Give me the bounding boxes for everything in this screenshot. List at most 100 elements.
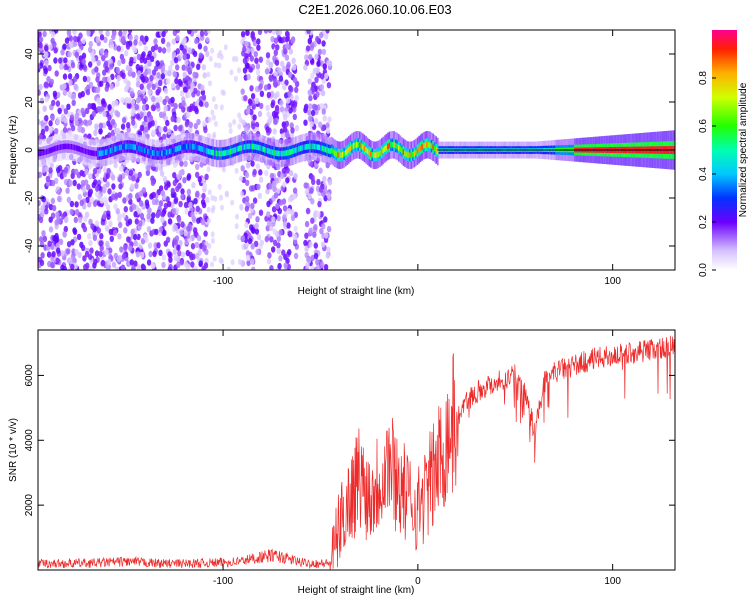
heatmap-noise-cell — [149, 55, 155, 62]
heatmap-noise-cell — [254, 97, 260, 105]
heatmap-band-core — [371, 151, 374, 158]
heatmap-noise-cell — [272, 75, 277, 83]
spectrogram-x-axis-label: Height of straight line (km) — [298, 286, 415, 297]
heatmap-noise-cell — [115, 80, 120, 88]
heatmap-noise-cell — [223, 44, 228, 51]
snr-marks — [38, 335, 675, 570]
heatmap-noise-cell — [310, 109, 316, 117]
snr-frame — [37, 329, 676, 571]
heatmap-noise-cell — [265, 104, 270, 112]
heatmap-band-core — [396, 143, 398, 150]
heatmap-band-core — [172, 147, 174, 154]
heatmap-noise-cell — [115, 208, 120, 215]
heatmap-noise-cell — [259, 90, 265, 98]
heatmap-noise-cell — [276, 215, 281, 222]
heatmap-band-core — [158, 150, 160, 157]
heatmap-noise-cell — [180, 188, 185, 195]
heatmap-noise-cell — [98, 240, 103, 247]
heatmap-noise-cell — [167, 218, 173, 225]
heatmap-noise-cell — [267, 220, 272, 227]
heatmap-noise-cell — [93, 129, 98, 136]
heatmap-band-core — [55, 145, 57, 152]
heatmap-noise-cell — [91, 104, 97, 111]
heatmap-band-core — [341, 151, 344, 158]
heatmap-noise-cell — [168, 65, 173, 72]
heatmap-noise-cell — [323, 216, 328, 223]
heatmap-noise-cell — [251, 266, 256, 270]
heatmap-band-core — [312, 143, 314, 150]
heatmap-noise-cell — [161, 47, 167, 54]
heatmap-noise-cell — [180, 221, 185, 228]
heatmap-noise-cell — [48, 127, 53, 134]
heatmap-band-core — [313, 143, 316, 150]
heatmap-noise-cell — [122, 197, 127, 204]
heatmap-band-core — [399, 146, 402, 152]
heatmap-noise-cell — [325, 252, 330, 259]
heatmap-noise-cell — [151, 198, 157, 206]
heatmap-noise-cell — [56, 166, 61, 174]
heatmap-noise-cell — [118, 30, 123, 37]
heatmap-noise-cell — [99, 48, 105, 55]
heatmap-noise-cell — [179, 44, 184, 51]
heatmap-band-core — [393, 142, 395, 148]
heatmap-noise-cell — [62, 73, 68, 80]
heatmap-noise-cell — [249, 108, 254, 116]
heatmap-noise-cell — [108, 228, 114, 236]
heatmap-noise-cell — [151, 95, 156, 103]
heatmap-band-core — [394, 142, 397, 149]
heatmap-noise-cell — [134, 104, 139, 111]
heatmap-noise-cell — [200, 218, 205, 226]
heatmap-band-core — [404, 150, 406, 157]
heatmap-noise-cell — [116, 45, 122, 52]
heatmap-noise-cell — [318, 167, 323, 174]
heatmap-noise-cell — [91, 56, 96, 63]
heatmap-noise-cell — [66, 241, 72, 248]
heatmap-band-core — [86, 149, 88, 155]
heatmap-noise-cell — [68, 41, 74, 49]
heatmap-noise-cell — [160, 190, 166, 197]
heatmap-noise-cell — [150, 217, 155, 224]
heatmap-noise-cell — [120, 97, 125, 104]
heatmap-noise-cell — [86, 30, 91, 37]
heatmap-noise-cell — [135, 113, 141, 120]
heatmap-noise-cell — [151, 83, 156, 91]
heatmap-band-core — [64, 143, 67, 150]
heatmap-noise-cell — [258, 209, 264, 216]
heatmap-noise-cell — [193, 105, 199, 113]
snr-x-ticks: -100 0 100 — [213, 330, 621, 587]
heatmap-noise-cell — [279, 106, 285, 113]
heatmap-noise-cell — [150, 45, 156, 53]
heatmap-noise-cell — [294, 95, 299, 102]
heatmap-noise-cell — [146, 83, 151, 90]
heatmap-noise-cell — [58, 238, 64, 246]
heatmap-noise-cell — [146, 164, 151, 172]
heatmap-noise-cell — [289, 122, 294, 129]
heatmap-noise-cell — [250, 202, 255, 210]
heatmap-band-core — [137, 145, 140, 152]
heatmap-band-core — [284, 150, 286, 157]
heatmap-noise-cell — [172, 179, 177, 187]
heatmap-noise-cell — [48, 43, 53, 51]
heatmap-noise-cell — [138, 220, 143, 227]
heatmap-noise-cell — [204, 173, 209, 180]
heatmap-noise-cell — [160, 67, 166, 74]
heatmap-noise-cell — [110, 193, 116, 201]
heatmap-band-core — [271, 149, 274, 156]
heatmap-noise-cell — [131, 119, 136, 126]
heatmap-noise-cell — [266, 258, 272, 265]
heatmap-noise-cell — [50, 261, 55, 269]
heatmap-noise-cell — [133, 240, 138, 247]
heatmap-band-core — [295, 147, 297, 153]
heatmap-noise-cell — [306, 256, 311, 263]
heatmap-noise-cell — [278, 199, 284, 206]
heatmap-noise-cell — [240, 165, 245, 172]
y-tick-label: -20 — [24, 190, 35, 205]
heatmap-band-core — [415, 149, 417, 156]
heatmap-noise-cell — [93, 258, 98, 266]
heatmap-noise-cell — [271, 30, 277, 35]
heatmap-band-core — [226, 149, 229, 156]
heatmap-band-core — [200, 145, 202, 152]
heatmap-noise-cell — [304, 103, 309, 111]
heatmap-noise-cell — [164, 184, 169, 191]
heatmap-band-core — [373, 152, 375, 158]
